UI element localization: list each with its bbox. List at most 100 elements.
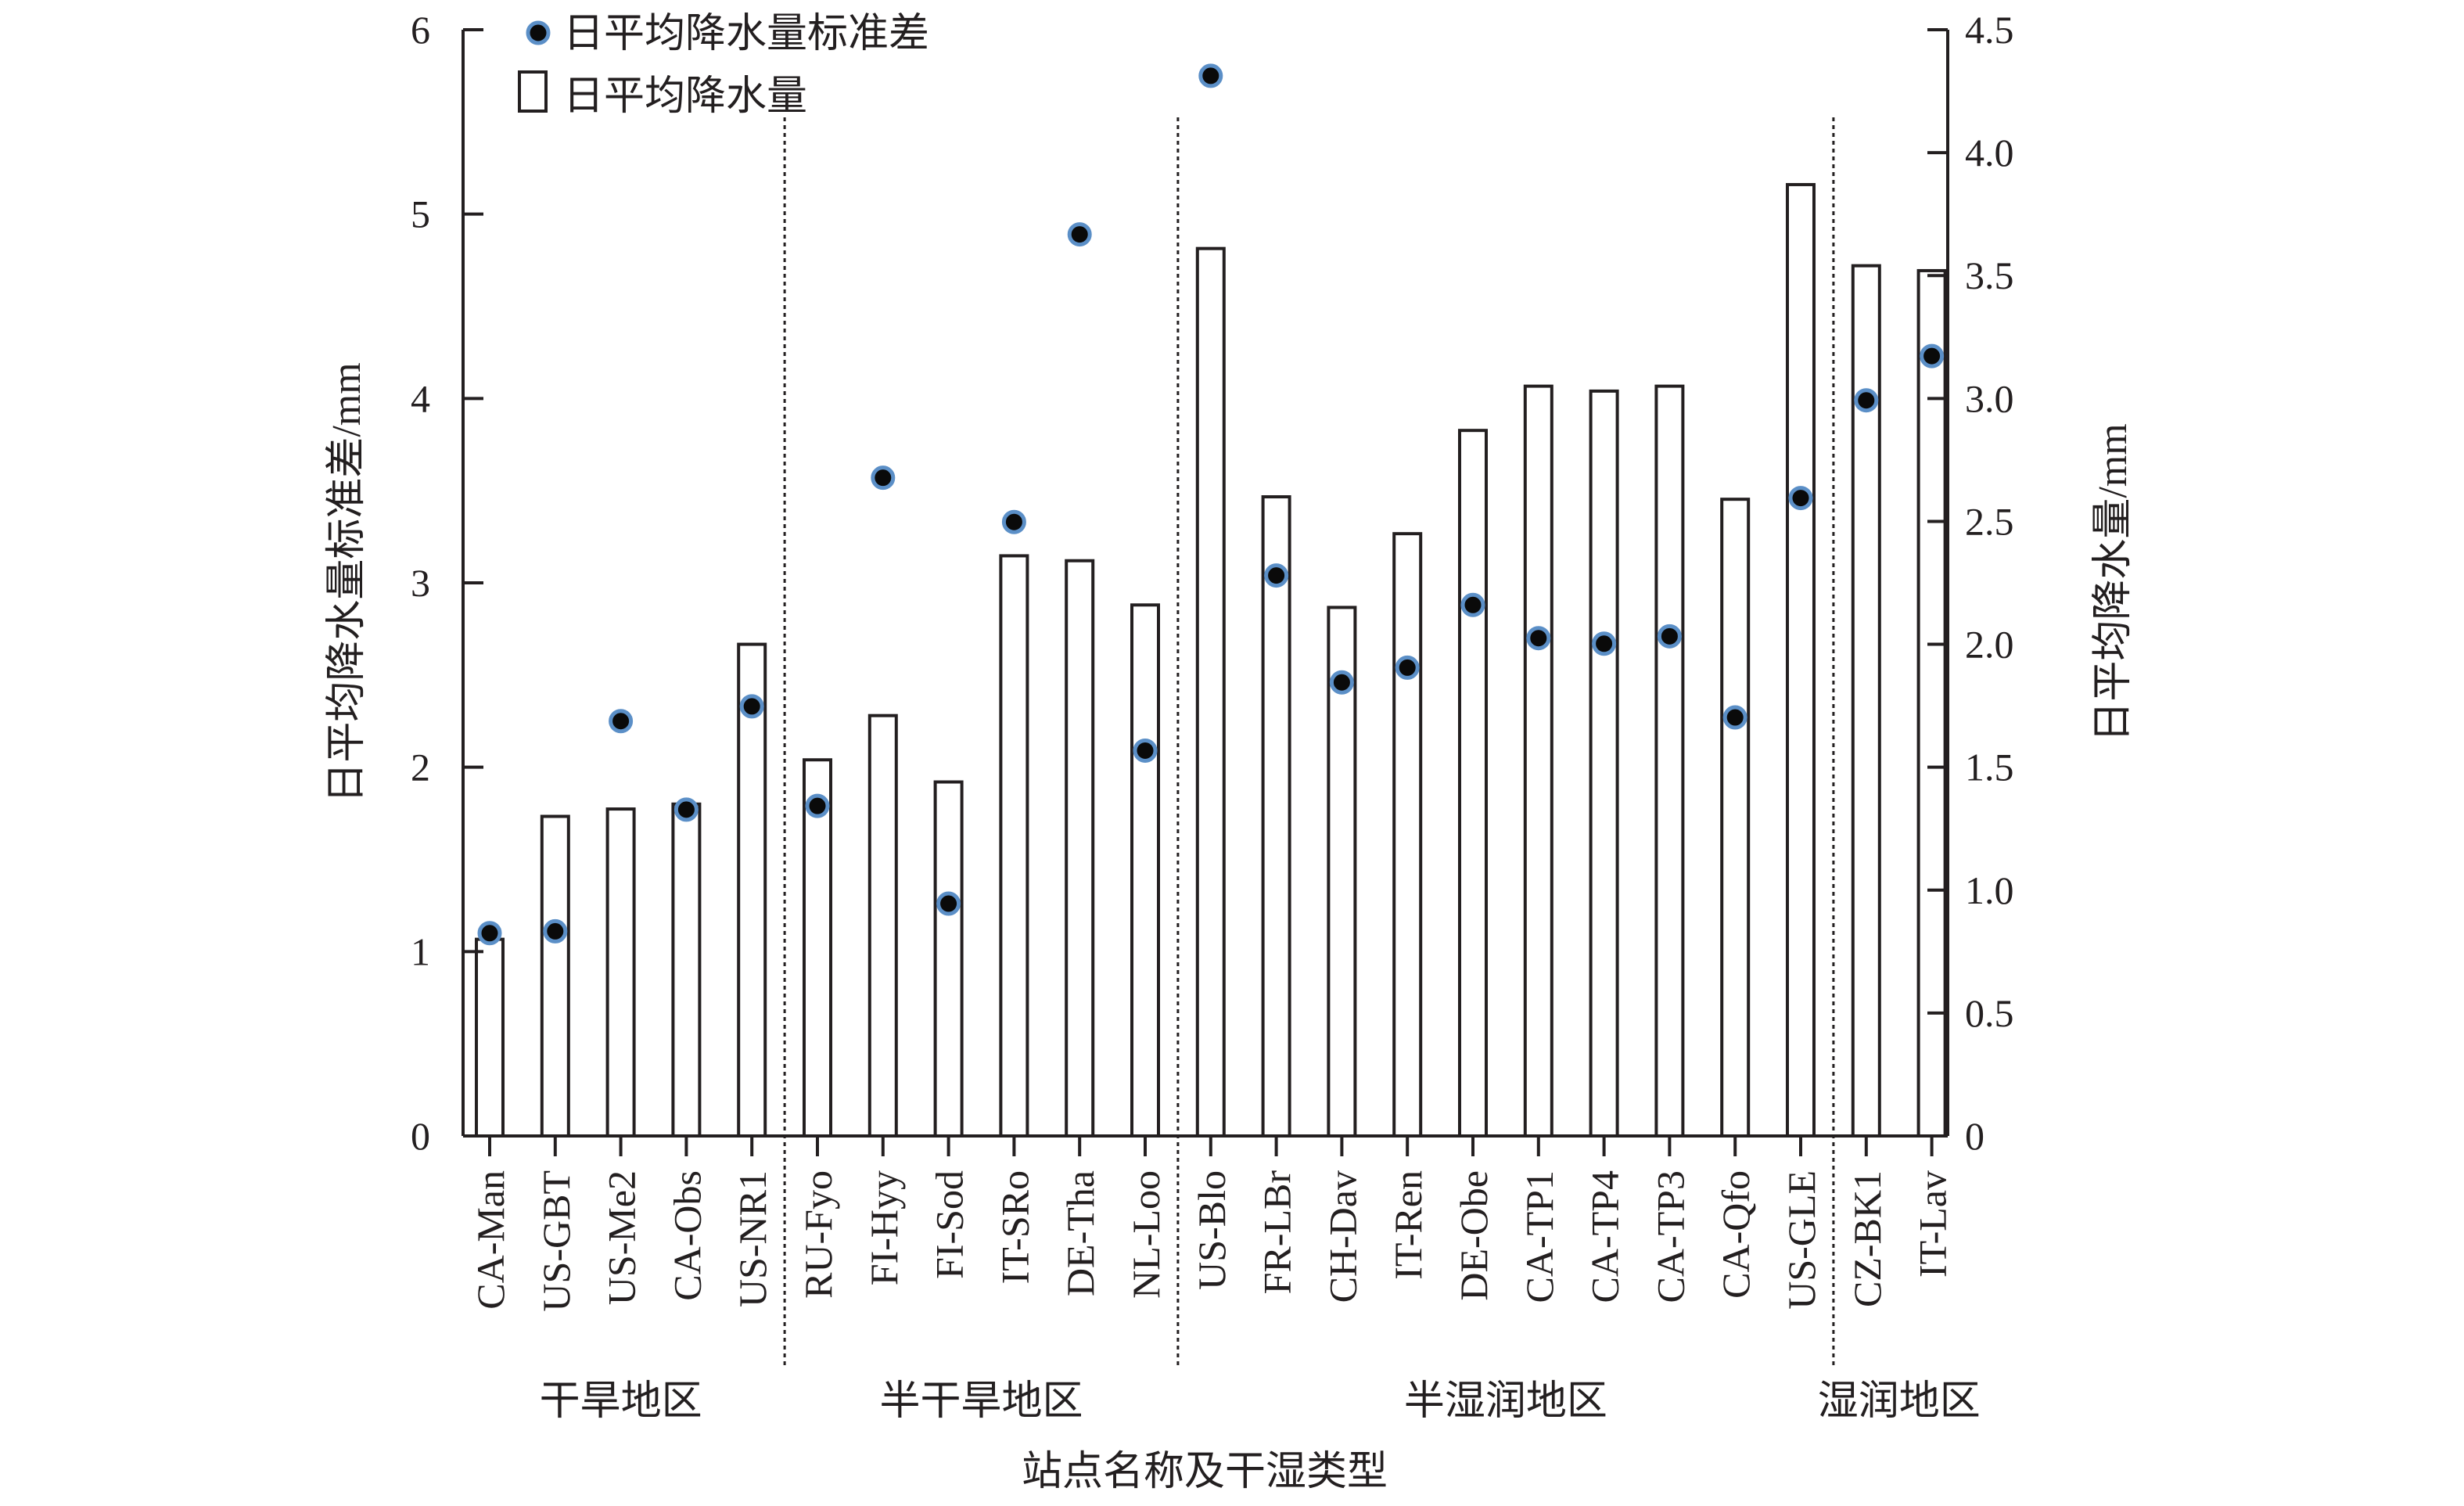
point-FR-LBr [1264, 563, 1289, 588]
right-tick-label: 2.5 [1965, 499, 2014, 543]
bar-CA-TP1 [1523, 384, 1553, 1138]
point-CH-Dav [1329, 670, 1354, 695]
right-tick-label: 1.0 [1965, 868, 2014, 912]
category-label-FI-Sod: FI-Sod [928, 1170, 972, 1279]
category-label-CA-TP1: CA-TP1 [1518, 1170, 1561, 1303]
y-axis-left-title: 日平均降水量标准差/mm [325, 362, 369, 803]
right-tick-label: 4.5 [1965, 8, 2014, 52]
category-label-FR-LBr: FR-LBr [1255, 1170, 1299, 1295]
point-FI-Sod [936, 891, 961, 916]
category-label-CA-Obs: CA-Obs [665, 1170, 709, 1301]
right-tick-label: 0.5 [1965, 991, 2014, 1035]
point-US-NR1 [739, 694, 764, 719]
left-tick-label: 5 [411, 192, 430, 236]
right-tick-label: 4.0 [1965, 131, 2014, 174]
point-CA-Qfo [1722, 705, 1747, 730]
category-label-DE-Obe: DE-Obe [1452, 1170, 1496, 1301]
left-tick-label: 1 [411, 929, 430, 973]
legend: 日平均降水量标准差 日平均降水量 [518, 12, 929, 119]
category-label-CA-Man: CA-Man [469, 1170, 512, 1310]
left-tick-label: 2 [411, 746, 430, 789]
category-label-US-GBT: US-GBT [534, 1170, 578, 1312]
category-label-IT-Lav: IT-Lav [1911, 1170, 1955, 1278]
right-tick-label: 2.0 [1965, 623, 2014, 667]
left-axis: 0 1 2 3 4 5 6 [411, 8, 483, 1158]
bar-FI-Hyy [867, 713, 898, 1138]
bar-US-NR1 [737, 642, 767, 1138]
x-axis-title: 站点名称及干湿类型 [1022, 1450, 1388, 1494]
category-label-US-Blo: US-Blo [1190, 1170, 1234, 1290]
point-CA-TP1 [1526, 626, 1551, 651]
region-label: 湿润地区 [1818, 1379, 1981, 1424]
left-tick-label: 6 [411, 8, 430, 52]
category-label-CA-Qfo: CA-Qfo [1714, 1170, 1758, 1299]
category-label-DE-Tha: DE-Tha [1058, 1170, 1102, 1296]
bar-IT-Ren [1392, 532, 1423, 1138]
bar-US-GLE [1786, 182, 1816, 1138]
category-label-FI-Hyy: FI-Hyy [862, 1170, 906, 1285]
point-FI-Hyy [871, 465, 896, 491]
category-label-CZ-BK1: CZ-BK1 [1845, 1170, 1889, 1307]
right-tick-label: 1.5 [1965, 746, 2014, 789]
point-RU-Fyo [805, 793, 830, 818]
bar-IT-SRo [999, 554, 1029, 1138]
legend-point-marker [526, 20, 551, 45]
point-CZ-BK1 [1854, 388, 1879, 413]
legend-bar-marker [518, 70, 548, 113]
bar-CA-Qfo [1720, 498, 1751, 1138]
point-CA-Man [477, 921, 502, 946]
category-label-US-NR1: US-NR1 [731, 1170, 774, 1307]
point-US-GLE [1788, 486, 1813, 511]
region-label: 半干旱地区 [879, 1379, 1083, 1424]
point-IT-SRo [1001, 509, 1026, 534]
bar-FR-LBr [1261, 495, 1291, 1138]
bars [475, 182, 1947, 1138]
left-tick-label: 4 [411, 376, 430, 420]
bar-CA-TP4 [1589, 389, 1619, 1138]
category-label-NL-Loo: NL-Loo [1124, 1170, 1168, 1299]
region-label: 干旱地区 [540, 1379, 702, 1424]
point-CA-TP4 [1592, 631, 1617, 656]
bar-FI-Sod [933, 780, 964, 1138]
category-label-IT-Ren: IT-Ren [1386, 1170, 1430, 1280]
category-label-CA-TP4: CA-TP4 [1583, 1170, 1627, 1303]
bar-CA-Man [475, 937, 505, 1138]
bar-NL-Loo [1130, 603, 1160, 1138]
region-label: 半湿润地区 [1404, 1379, 1607, 1424]
point-CA-TP3 [1657, 624, 1682, 649]
std-points [477, 63, 1945, 946]
point-NL-Loo [1133, 738, 1158, 763]
bar-CA-TP3 [1654, 384, 1685, 1138]
bar-US-Me2 [605, 807, 636, 1138]
legend-label-mean: 日平均降水量 [563, 74, 807, 119]
bar-DE-Obe [1458, 429, 1488, 1138]
category-label-RU-Fyo: RU-Fyo [796, 1170, 840, 1299]
category-label-US-Me2: US-Me2 [600, 1170, 644, 1305]
category-label-CH-Dav: CH-Dav [1320, 1170, 1364, 1303]
bar-US-Blo [1195, 246, 1226, 1138]
point-IT-Ren [1395, 655, 1420, 680]
category-label-US-GLE: US-GLE [1780, 1170, 1823, 1310]
y-axis-right-title: 日平均降水量/mm [2091, 423, 2135, 742]
legend-label-std: 日平均降水量标准差 [563, 12, 929, 56]
right-tick-label: 3.0 [1965, 376, 2014, 420]
right-tick-label: 3.5 [1965, 253, 2014, 297]
left-tick-label: 0 [411, 1114, 430, 1158]
bar-CH-Dav [1327, 606, 1357, 1138]
bar-US-GBT [540, 814, 570, 1138]
point-DE-Obe [1460, 592, 1485, 617]
point-US-Blo [1198, 63, 1223, 88]
bar-DE-Tha [1065, 559, 1095, 1138]
category-labels: CA-Man US-GBT US-Me2 CA-Obs US-NR1 RU-Fyo FI-H… [469, 1136, 1955, 1312]
right-tick-label: 0 [1965, 1114, 1984, 1158]
left-tick-label: 3 [411, 561, 430, 605]
region-separators [783, 117, 1835, 1368]
bar-CA-Obs [671, 802, 702, 1138]
region-labels: 干旱地区 半干旱地区 半湿润地区 湿润地区 [540, 1379, 1981, 1424]
point-US-GBT [543, 918, 568, 943]
point-CA-Obs [673, 797, 699, 822]
point-US-Me2 [609, 709, 634, 734]
category-label-CA-TP3: CA-TP3 [1648, 1170, 1692, 1303]
category-label-IT-SRo: IT-SRo [993, 1170, 1036, 1284]
